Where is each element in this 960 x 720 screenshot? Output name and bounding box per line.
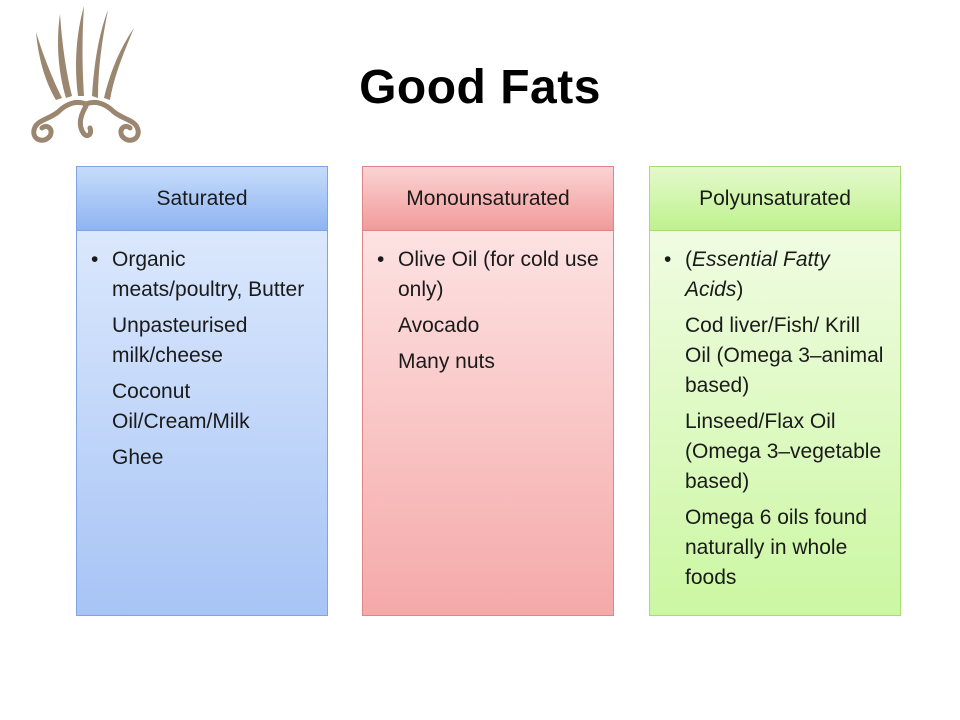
- list-item: Avocado: [375, 311, 599, 341]
- list-item: • Organic meats/poultry, Butter: [89, 245, 313, 305]
- list-item: Cod liver/Fish/ Krill Oil (Omega 3–anima…: [662, 311, 886, 401]
- list-item-text: Coconut Oil/Cream/Milk: [112, 380, 250, 433]
- essential-fatty-acids-label: Essential Fatty Acids: [685, 248, 830, 301]
- monounsaturated-column: Monounsaturated • Olive Oil (for cold us…: [362, 166, 614, 616]
- list-item-text: Organic meats/poultry, Butter: [112, 248, 305, 301]
- list-item-text: Omega 6 oils found naturally in whole fo…: [685, 506, 868, 589]
- list-item-text: Many nuts: [398, 350, 495, 373]
- polyunsaturated-column: Polyunsaturated • (Essential Fatty Acids…: [649, 166, 901, 616]
- bullet: •: [91, 248, 99, 271]
- list-item: Many nuts: [375, 347, 599, 377]
- list-item: • (Essential Fatty Acids): [662, 245, 886, 305]
- list-item-text: Ghee: [112, 446, 164, 469]
- list-item: Linseed/Flax Oil (Omega 3–vegetable base…: [662, 407, 886, 497]
- saturated-list: • Organic meats/poultry, Butter Unpasteu…: [76, 230, 328, 616]
- list-item-text: Cod liver/Fish/ Krill Oil (Omega 3–anima…: [685, 314, 884, 397]
- list-item-text: Unpasteurised milk/cheese: [112, 314, 248, 367]
- list-item-text: Linseed/Flax Oil (Omega 3–vegetable base…: [685, 410, 882, 493]
- page-title: Good Fats: [359, 61, 601, 114]
- polyunsaturated-header: Polyunsaturated: [649, 166, 901, 230]
- list-item: • Olive Oil (for cold use only): [375, 245, 599, 305]
- list-item: Coconut Oil/Cream/Milk: [89, 377, 313, 437]
- polyunsaturated-list: • (Essential Fatty Acids) Cod liver/Fish…: [649, 230, 901, 616]
- list-item: Unpasteurised milk/cheese: [89, 311, 313, 371]
- saturated-column: Saturated • Organic meats/poultry, Butte…: [76, 166, 328, 616]
- list-item-text: (Essential Fatty Acids): [685, 248, 830, 301]
- bullet: •: [664, 248, 672, 271]
- list-item: Omega 6 oils found naturally in whole fo…: [662, 503, 886, 593]
- wheat-flourish-icon: [31, 6, 141, 143]
- list-item-text: Avocado: [398, 314, 480, 337]
- monounsaturated-list: • Olive Oil (for cold use only) Avocado …: [362, 230, 614, 616]
- saturated-header: Saturated: [76, 166, 328, 230]
- list-item: Ghee: [89, 443, 313, 473]
- bullet: •: [377, 248, 385, 271]
- list-item-text: Olive Oil (for cold use only): [398, 248, 599, 301]
- monounsaturated-header: Monounsaturated: [362, 166, 614, 230]
